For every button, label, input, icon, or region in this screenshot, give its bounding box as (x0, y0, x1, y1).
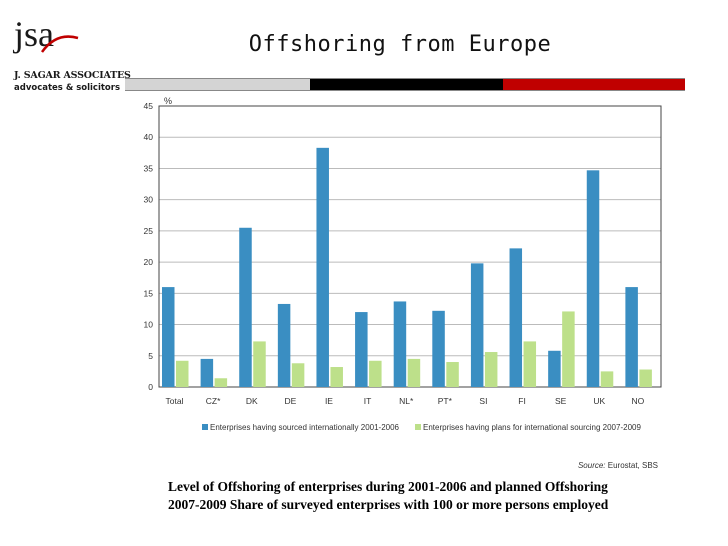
x-tick-label: IT (364, 396, 372, 406)
offshoring-bar-chart: 0 5 10 15 20 25 30 35 40 45 % Total CZ* DK DE IE IT NL* PT… (144, 96, 662, 470)
title-bar-red-segment (503, 78, 685, 91)
caption-line-2: 2007-2009 Share of surveyed enterprises … (168, 497, 609, 512)
firm-logo: jsa J. SAGAR ASSOCIATES advocates & soli… (6, 8, 131, 98)
y-tick-label: 5 (148, 351, 153, 361)
bar-sourced (316, 147, 329, 387)
x-tick-label: DE (284, 396, 296, 406)
y-tick-label: 30 (144, 195, 154, 205)
bar-planned (407, 358, 421, 387)
y-tick-label: 0 (148, 382, 153, 392)
source-label: Source: (578, 461, 608, 470)
bar-planned (562, 311, 575, 387)
bar-sourced (393, 301, 407, 387)
legend-swatch-planned (415, 424, 421, 430)
x-tick-label: DK (246, 396, 258, 406)
bar-sourced (162, 287, 175, 387)
title-bar-black-segment (310, 78, 503, 91)
y-tick-label: 10 (144, 320, 154, 330)
x-tick-label: CZ* (206, 396, 221, 406)
chart-caption: Level of Offshoring of enterprises durin… (150, 478, 688, 514)
bar-planned (523, 341, 537, 387)
bar-sourced (432, 310, 445, 387)
bar-sourced (355, 312, 368, 387)
y-tick-label: 45 (144, 101, 154, 111)
caption-line-1: Level of Offshoring of enterprises durin… (168, 479, 608, 494)
x-tick-label: Total (166, 396, 184, 406)
bar-planned (369, 360, 382, 387)
y-tick-label: 20 (144, 257, 154, 267)
bar-planned (600, 371, 614, 387)
chart-area: 0 5 10 15 20 25 30 35 40 45% Total CZ* DK DE IE IT NL* PT… (140, 96, 667, 474)
y-tick-label: 35 (144, 163, 154, 173)
firm-tagline: advocates & solicitors (14, 83, 121, 93)
bar-sourced (277, 303, 291, 387)
bar-planned (253, 341, 266, 387)
x-tick-label: PT* (438, 396, 453, 406)
x-tick-label: IE (325, 396, 333, 406)
y-axis-label: % (164, 96, 172, 106)
bar-planned (484, 352, 498, 387)
bar-planned (214, 378, 228, 387)
legend-label-planned: Enterprises having plans for internation… (423, 423, 641, 432)
firm-name: J. SAGAR ASSOCIATES (14, 70, 131, 81)
title-color-bar (125, 78, 685, 91)
bar-sourced (586, 170, 600, 387)
legend-label-sourced: Enterprises having sourced international… (210, 423, 400, 432)
jsa-logo-mark-icon: jsa (12, 14, 79, 54)
bar-sourced (548, 350, 561, 387)
bar-sourced (200, 358, 214, 387)
bar-sourced (509, 248, 523, 387)
bar-sourced (625, 287, 638, 387)
bar-planned (176, 360, 189, 387)
bar-planned (446, 362, 459, 387)
y-tick-label: 15 (144, 288, 154, 298)
x-tick-label: FI (518, 396, 526, 406)
plot-frame (158, 105, 662, 388)
title-bar-grey-segment (125, 78, 310, 91)
x-tick-label: NO (632, 396, 645, 406)
y-tick-label: 40 (144, 132, 154, 142)
x-tick-label: NL* (399, 396, 414, 406)
source-text: Eurostat, SBS (608, 461, 658, 470)
bar-planned (639, 369, 652, 387)
bar-sourced (239, 227, 252, 387)
bar-planned (330, 367, 343, 387)
source-note: Source: Eurostat, SBS (578, 461, 658, 470)
x-tick-label: UK (593, 396, 605, 406)
slide-title: Offshoring from Europe (248, 32, 552, 57)
y-tick-label: 25 (144, 226, 154, 236)
bar-sourced (470, 263, 484, 387)
x-tick-label: SI (479, 396, 487, 406)
x-tick-label: SE (555, 396, 567, 406)
logo-mark-text: jsa (12, 14, 54, 54)
legend-swatch-sourced (202, 424, 208, 430)
bar-planned (291, 363, 305, 387)
